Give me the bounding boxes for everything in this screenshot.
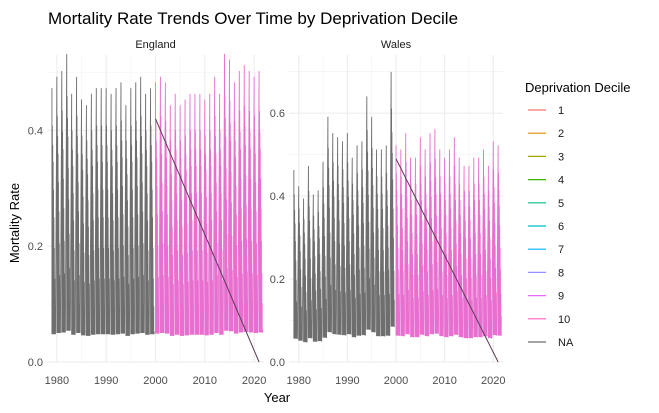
x-tick-label: 1980 — [45, 375, 69, 387]
x-tick-label: 1990 — [335, 375, 359, 387]
legend-title: Deprivation Decile — [525, 80, 631, 95]
legend: 1 2 3 4 5 6 7 8 9 10 NA — [528, 105, 574, 349]
legend-label-4: 4 — [558, 175, 564, 187]
y-tick-label: 0.2 — [28, 241, 43, 253]
series-na-trace — [51, 53, 155, 336]
series-decile-trace — [155, 53, 264, 336]
y-tick-label: 0.6 — [270, 108, 285, 120]
na-trend-line — [155, 118, 260, 363]
legend-label-1: 1 — [558, 105, 564, 117]
legend-label-9: 9 — [558, 291, 564, 303]
x-tick-label: 2010 — [193, 375, 217, 387]
x-tick-label: 2000 — [384, 375, 408, 387]
y-axis-title: Mortality Rate — [7, 183, 22, 263]
x-tick-label: 2020 — [481, 375, 505, 387]
x-tick-label: 1990 — [94, 375, 118, 387]
y-tick-label: 0.0 — [270, 357, 285, 369]
y-tick-label: 0.2 — [270, 274, 285, 286]
x-tick-label: 2010 — [432, 375, 456, 387]
legend-label-7: 7 — [558, 244, 564, 256]
panel-wales: Wales 0.0 0.2 0.4 0.6 1980 1990 2000 2010 2020 — [270, 39, 506, 387]
legend-label-NA: NA — [558, 337, 574, 349]
legend-label-8: 8 — [558, 267, 564, 279]
legend-label-10: 10 — [558, 314, 570, 326]
legend-label-6: 6 — [558, 221, 564, 233]
x-tick-label: 1980 — [286, 375, 310, 387]
series-decile-trace — [395, 129, 502, 339]
y-tick-label: 0.4 — [28, 125, 43, 137]
series-na-trace — [293, 71, 395, 343]
panel-strip-label: Wales — [381, 39, 412, 51]
x-tick-label: 2000 — [143, 375, 167, 387]
y-tick-label: 0.4 — [270, 191, 285, 203]
x-axis-title: Year — [264, 390, 291, 405]
legend-label-3: 3 — [558, 151, 564, 163]
na-trend-line — [395, 158, 499, 363]
y-tick-label: 0.0 — [28, 357, 43, 369]
legend-label-5: 5 — [558, 198, 564, 210]
panel-strip-label: England — [135, 39, 175, 51]
legend-label-2: 2 — [558, 128, 564, 140]
panel-england: England 0.0 0.2 0.4 1980 1990 2000 2010 2020 — [28, 39, 267, 387]
x-tick-label: 2020 — [242, 375, 266, 387]
chart-title: Mortality Rate Trends Over Time by Depri… — [48, 9, 458, 28]
